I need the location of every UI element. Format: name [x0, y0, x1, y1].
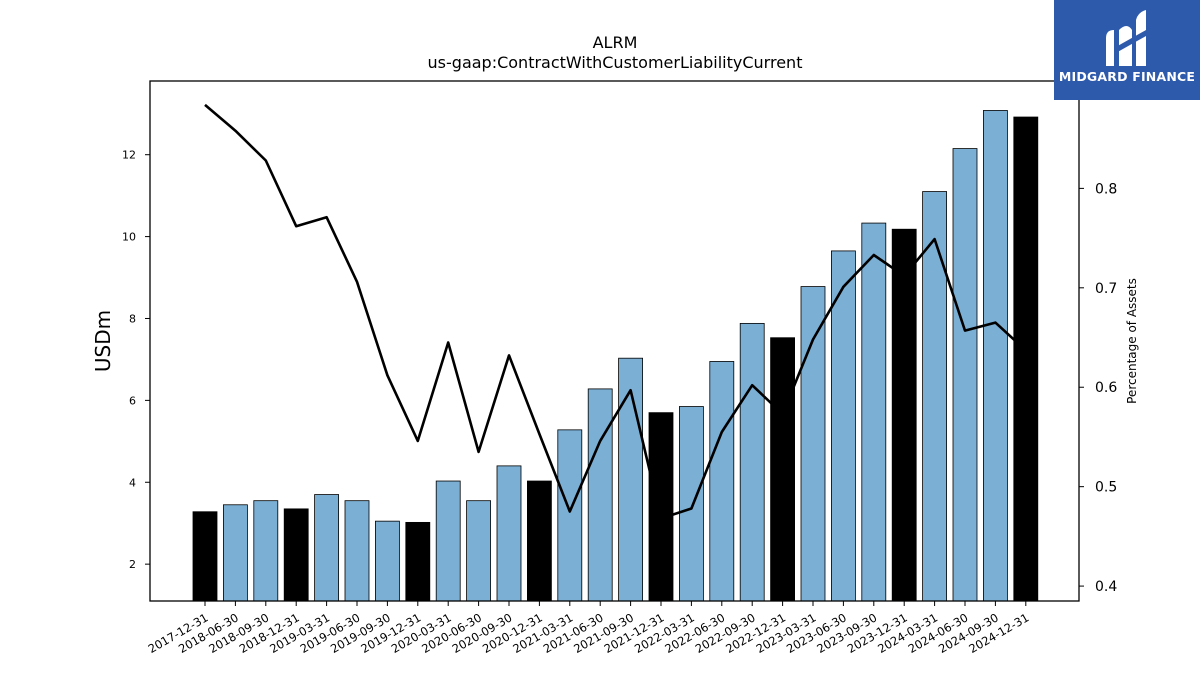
bar-2023-09-30	[861, 222, 887, 602]
chart-subtitle: us-gaap:ContractWithCustomerLiabilityCur…	[428, 53, 803, 72]
bar-2023-06-30	[831, 250, 856, 602]
chart-title: ALRM	[593, 33, 638, 52]
y-tick-label: 8	[129, 312, 136, 325]
bar-2019-09-30	[374, 520, 400, 602]
midgard-logo-icon	[1106, 10, 1146, 66]
bar-2024-09-30	[983, 110, 1008, 602]
bar-2020-03-31	[435, 480, 461, 602]
bar-2021-03-31	[557, 429, 583, 602]
bar-2018-06-30	[222, 504, 248, 602]
x-axis: 2017-12-312018-06-302018-09-302018-12-31…	[146, 601, 1031, 656]
bar-2022-06-30	[709, 361, 735, 602]
bar-2019-03-31	[314, 494, 340, 602]
brand-name: MIDGARD FINANCE	[1058, 69, 1196, 84]
bar-2019-06-30	[344, 500, 370, 602]
y-tick-label: 6	[129, 394, 136, 407]
bar-2018-09-30	[253, 500, 279, 602]
y-tick-label: 12	[122, 149, 136, 162]
bar-2020-12-31	[527, 480, 552, 602]
bar-2017-12-31	[192, 511, 218, 602]
bar-2020-09-30	[496, 465, 522, 602]
bar-2019-12-31	[405, 521, 431, 602]
bar-2021-09-30	[618, 357, 643, 602]
y-axis-label: USDm	[91, 310, 115, 372]
bar-2023-12-31	[891, 228, 917, 602]
line-layer	[204, 103, 1027, 520]
bar-2022-03-31	[679, 406, 704, 602]
percentage-line	[204, 103, 1027, 520]
y2-tick-label: 0.5	[1095, 480, 1117, 496]
y-tick-label: 4	[129, 476, 136, 489]
bar-2024-03-31	[922, 191, 947, 602]
left-axis: 2 4 6 8 10 12	[122, 149, 150, 571]
bar-2023-03-31	[800, 286, 826, 602]
y2-axis-label: Percentage of Assets	[1125, 278, 1139, 404]
bar-2024-06-30	[952, 148, 978, 602]
plot-frame	[149, 80, 1080, 602]
y2-tick-label: 0.6	[1095, 380, 1117, 396]
bar-2022-09-30	[739, 322, 765, 602]
y2-tick-label: 0.4	[1095, 579, 1117, 595]
bar-2020-06-30	[466, 500, 492, 602]
y-tick-label: 10	[122, 231, 136, 244]
bar-2021-12-31	[648, 412, 674, 602]
y2-tick-label: 0.8	[1095, 181, 1117, 197]
bar-2022-12-31	[770, 337, 795, 602]
bar-2018-12-31	[283, 508, 309, 602]
right-axis: 0.4 0.5 0.6 0.7 0.8	[1079, 181, 1117, 595]
brand-logo: MIDGARD FINANCE	[1054, 0, 1200, 100]
y2-tick-label: 0.7	[1095, 281, 1117, 297]
bar-2024-12-31	[1013, 116, 1039, 602]
y-tick-label: 2	[129, 558, 136, 571]
bar-2021-06-30	[587, 388, 613, 602]
bar-group	[192, 110, 1039, 602]
